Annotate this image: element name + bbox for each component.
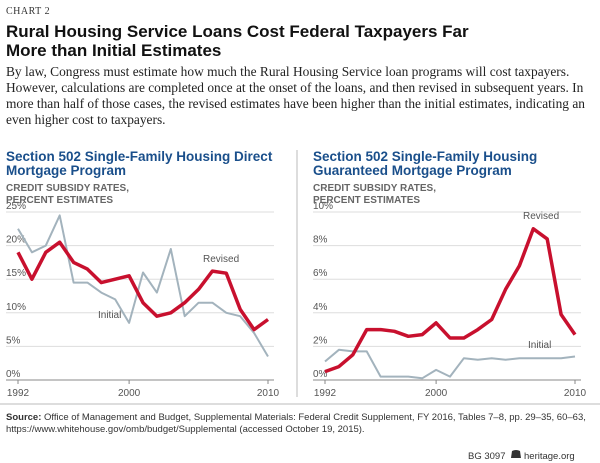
y-tick-label: 2% bbox=[313, 335, 328, 346]
series-label: Revised bbox=[523, 211, 559, 222]
x-tick-label: 2000 bbox=[425, 388, 448, 399]
source-label: Source: bbox=[6, 412, 42, 423]
y-tick-label: 0% bbox=[313, 369, 328, 380]
series-label: Initial bbox=[528, 340, 551, 351]
y-tick-label: 5% bbox=[6, 335, 21, 346]
line-series bbox=[324, 348, 576, 380]
chart-title: Section 502 Single-Family Housing Direct… bbox=[6, 149, 273, 178]
y-tick-label: 15% bbox=[6, 268, 26, 279]
x-tick-label: 2010 bbox=[564, 388, 587, 399]
y-tick-label: 8% bbox=[313, 235, 328, 246]
x-tick-label: 1992 bbox=[314, 388, 337, 399]
chart-label: CHART 2 bbox=[6, 6, 51, 17]
line-series bbox=[324, 227, 577, 374]
line-series bbox=[17, 214, 269, 358]
y-axis-label: CREDIT SUBSIDY RATES, PERCENT ESTIMATES bbox=[6, 183, 129, 206]
page-title: Rural Housing Service Loans Cost Federal… bbox=[6, 22, 469, 60]
x-tick-label: 2010 bbox=[257, 388, 280, 399]
source: Source: Office of Management and Budget,… bbox=[6, 412, 594, 436]
y-tick-label: 10% bbox=[6, 302, 26, 313]
series-label: Revised bbox=[203, 254, 239, 265]
description: By law, Congress must estimate how much … bbox=[6, 64, 585, 127]
line-series bbox=[16, 240, 270, 332]
y-tick-label: 20% bbox=[6, 235, 26, 246]
series-label: Initial bbox=[98, 310, 121, 321]
x-tick-label: 2000 bbox=[118, 388, 141, 399]
y-tick-label: 0% bbox=[6, 369, 21, 380]
bell-icon bbox=[511, 450, 521, 458]
source-text: Office of Management and Budget, Supplem… bbox=[6, 412, 586, 435]
y-tick-label: 6% bbox=[313, 268, 328, 279]
footer-id: BG 3097 bbox=[468, 451, 506, 462]
x-tick-label: 1992 bbox=[7, 388, 30, 399]
y-axis-label: CREDIT SUBSIDY RATES, PERCENT ESTIMATES bbox=[313, 183, 436, 206]
y-tick-label: 10% bbox=[313, 201, 333, 212]
footer-site: heritage.org bbox=[524, 451, 575, 462]
y-tick-label: 25% bbox=[6, 201, 26, 212]
chart-title: Section 502 Single-Family Housing Guaran… bbox=[313, 149, 538, 178]
y-tick-label: 4% bbox=[313, 302, 328, 313]
